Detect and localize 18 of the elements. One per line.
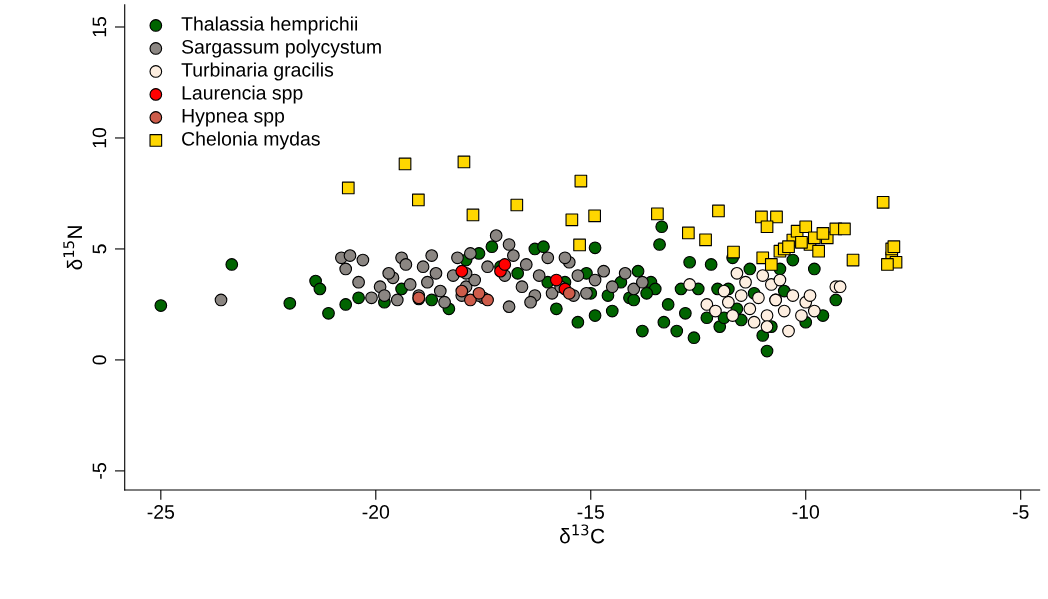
- legend-label: Turbinaria gracilis: [181, 62, 334, 81]
- y-tick-label: 0: [92, 355, 107, 365]
- y-tick-label: 5: [92, 244, 107, 254]
- y-tick-label: -5: [92, 463, 107, 479]
- y-tick-label: 10: [92, 127, 107, 148]
- x-tick-label: -25: [147, 505, 175, 519]
- legend-label: Sargassum polycystum: [181, 39, 381, 58]
- y-axis-title: δ$^{15}$N: [63, 226, 83, 270]
- y-tick-label: 15: [92, 16, 107, 37]
- legend-label: Thalassia hemprichii: [181, 16, 358, 35]
- x-axis-title: δ$^{13}$C: [560, 524, 605, 544]
- legend-label: Laurencia spp: [182, 85, 303, 104]
- x-tick-label: -20: [362, 505, 390, 519]
- x-tick-label: -10: [792, 505, 820, 519]
- legend-label: Chelonia mydas: [182, 131, 320, 150]
- x-tick-label: -5: [1012, 505, 1029, 519]
- x-tick-label: -15: [577, 505, 604, 519]
- legend-label: Hypnea spp: [182, 109, 285, 127]
